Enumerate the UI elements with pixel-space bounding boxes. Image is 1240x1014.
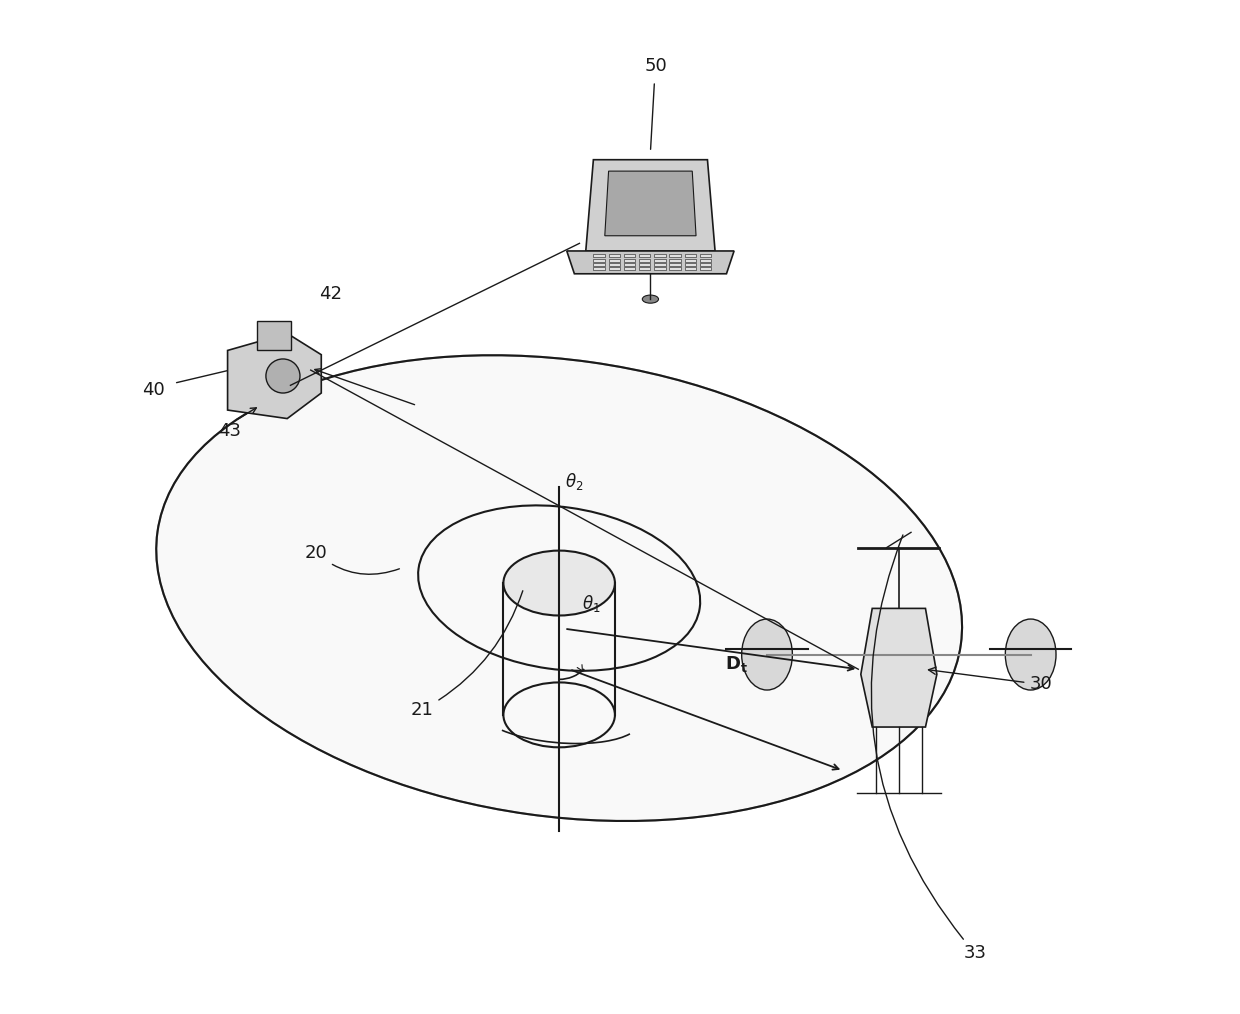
- Polygon shape: [655, 263, 666, 266]
- Polygon shape: [594, 259, 605, 262]
- Ellipse shape: [742, 619, 792, 691]
- Polygon shape: [639, 255, 651, 258]
- Polygon shape: [699, 263, 712, 266]
- Ellipse shape: [265, 359, 300, 393]
- Text: 33: 33: [872, 535, 986, 962]
- Polygon shape: [639, 267, 651, 270]
- Text: 20: 20: [305, 544, 399, 574]
- Polygon shape: [861, 608, 937, 727]
- Text: 42: 42: [320, 285, 342, 303]
- Polygon shape: [609, 255, 620, 258]
- Polygon shape: [609, 259, 620, 262]
- Ellipse shape: [642, 295, 658, 303]
- Polygon shape: [699, 255, 712, 258]
- Polygon shape: [594, 267, 605, 270]
- Polygon shape: [624, 259, 635, 262]
- Polygon shape: [684, 255, 696, 258]
- Polygon shape: [655, 259, 666, 262]
- Text: $\mathbf{D_t}$: $\mathbf{D_t}$: [725, 654, 748, 674]
- Polygon shape: [699, 259, 712, 262]
- Ellipse shape: [503, 551, 615, 615]
- Polygon shape: [594, 263, 605, 266]
- Text: 40: 40: [143, 381, 165, 400]
- Text: $\theta_2$: $\theta_2$: [565, 472, 584, 492]
- Polygon shape: [624, 255, 635, 258]
- Polygon shape: [684, 259, 696, 262]
- Text: 50: 50: [644, 57, 667, 75]
- Text: 30: 30: [929, 667, 1053, 694]
- Polygon shape: [639, 259, 651, 262]
- Text: 43: 43: [218, 422, 241, 440]
- Ellipse shape: [1006, 619, 1056, 691]
- Polygon shape: [684, 263, 696, 266]
- Polygon shape: [639, 263, 651, 266]
- Polygon shape: [684, 267, 696, 270]
- Polygon shape: [605, 171, 696, 236]
- Text: $\theta_1$: $\theta_1$: [583, 593, 601, 613]
- Polygon shape: [624, 267, 635, 270]
- Polygon shape: [624, 263, 635, 266]
- Ellipse shape: [156, 355, 962, 821]
- Polygon shape: [670, 259, 681, 262]
- Polygon shape: [609, 267, 620, 270]
- Polygon shape: [699, 267, 712, 270]
- Polygon shape: [655, 255, 666, 258]
- Text: 21: 21: [410, 591, 523, 719]
- Polygon shape: [258, 320, 291, 351]
- Polygon shape: [670, 255, 681, 258]
- Polygon shape: [670, 267, 681, 270]
- Polygon shape: [567, 251, 734, 274]
- Polygon shape: [228, 334, 321, 419]
- Polygon shape: [594, 255, 605, 258]
- Polygon shape: [670, 263, 681, 266]
- Polygon shape: [585, 159, 715, 251]
- Polygon shape: [609, 263, 620, 266]
- Polygon shape: [655, 267, 666, 270]
